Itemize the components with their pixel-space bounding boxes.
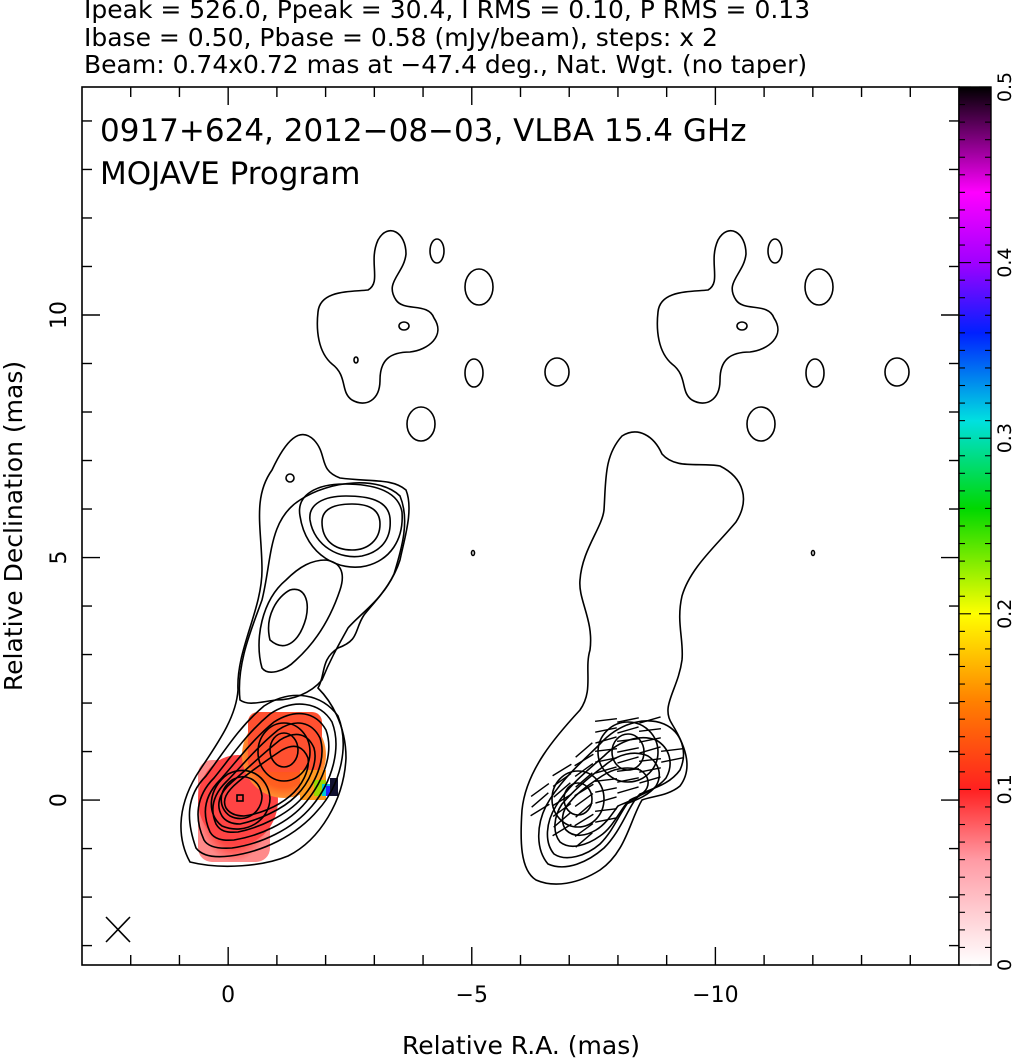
evpa-tick (575, 832, 593, 848)
evpa-tick (553, 812, 571, 828)
evpa-tick (638, 727, 662, 733)
evpa-tick (552, 772, 572, 788)
evpa-tick (639, 767, 661, 773)
left-contours (180, 229, 570, 868)
evpa-tick (574, 822, 594, 838)
evpa-tick (595, 727, 617, 733)
evpa-tick (552, 763, 572, 777)
evpa-tick (594, 807, 618, 813)
evpa-tick (553, 782, 571, 798)
evpa-tick (552, 802, 572, 818)
x-axis-tick-labels: 0 −5 −10 (221, 983, 738, 1008)
evpa-tick (660, 747, 684, 753)
beam-symbol (105, 916, 131, 943)
evpa-tick (616, 737, 640, 743)
evpa-tick (594, 747, 618, 753)
header-line-1: Ipeak = 526.0, Ppeak = 30.4, I RMS = 0.1… (84, 0, 810, 24)
evpa-tick (552, 793, 572, 807)
evpa-tick (552, 823, 572, 837)
evpa-tick (616, 767, 640, 773)
evpa-tick (594, 717, 618, 723)
x-axis-label: Relative R.A. (mas) (402, 1031, 640, 1060)
header-line-3: Beam: 0.74x0.72 mas at −47.4 deg., Nat. … (84, 50, 807, 79)
y-tick-label: 5 (47, 551, 72, 565)
evpa-tick (574, 813, 594, 827)
evpa-tick (661, 757, 683, 763)
evpa-tick (639, 716, 661, 724)
colorbar-tick-labels: 0 0.1 0.2 0.3 0.4 0.5 (994, 72, 1016, 971)
evpa-tick (595, 817, 617, 823)
evpa-tick (530, 803, 550, 817)
chart-subtitle: MOJAVE Program (100, 156, 360, 192)
colorbar-tick-label: 0.2 (994, 599, 1016, 629)
colorbar-tick-label: 0.3 (994, 423, 1016, 453)
evpa-tick (617, 726, 639, 734)
evpa-tick (575, 742, 593, 758)
evpa-tick (595, 766, 617, 774)
evpa-tick (574, 753, 594, 767)
evpa-tick (639, 737, 661, 743)
evpa-tick (617, 756, 639, 764)
evpa-tick (595, 757, 617, 763)
y-axis-label: Relative Declination (mas) (0, 361, 28, 691)
evpa-tick (531, 792, 549, 808)
colorbar-ticks (959, 86, 991, 966)
evpa-tick (595, 796, 617, 804)
evpa-tick (574, 792, 594, 808)
evpa-tick (594, 777, 618, 783)
evpa-tick (617, 786, 639, 794)
evpa-tick (639, 776, 661, 784)
evpa-tick (617, 747, 639, 753)
evpa-tick (638, 757, 662, 763)
y-tick-label: 10 (47, 301, 72, 329)
evpa-tick (617, 777, 639, 783)
evpa-tick (575, 802, 593, 818)
colorbar-tick-label: 0 (994, 959, 1016, 971)
evpa-tick (639, 746, 661, 754)
y-axis-tick-labels: 0 5 10 (47, 301, 72, 807)
evpa-tick (575, 772, 593, 788)
header-line-2: Ibase = 0.50, Pbase = 0.58 (mJy/beam), s… (84, 23, 718, 52)
y-axis-ticks (82, 120, 959, 947)
evpa-tick (574, 783, 594, 797)
colorbar: 0 0.1 0.2 0.3 0.4 0.5 (958, 72, 1016, 971)
chart-title: 0917+624, 2012−08−03, VLBA 15.4 GHz (100, 113, 746, 149)
evpa-tick (617, 717, 639, 723)
x-tick-label: −5 (456, 983, 488, 1008)
evpa-tick (595, 736, 617, 744)
x-tick-label: 0 (221, 983, 235, 1008)
colorbar-tick-label: 0.5 (994, 72, 1016, 102)
x-axis-ticks (130, 87, 911, 965)
evpa-tick (595, 787, 617, 793)
evpa-vectors (530, 716, 684, 848)
y-tick-label: 0 (47, 793, 72, 807)
evpa-tick (574, 762, 594, 778)
colorbar-tick-label: 0.1 (994, 774, 1016, 804)
colorbar-tick-label: 0.4 (994, 247, 1016, 277)
right-contours (520, 229, 910, 885)
x-tick-label: −10 (692, 983, 738, 1008)
evpa-tick (530, 782, 550, 798)
